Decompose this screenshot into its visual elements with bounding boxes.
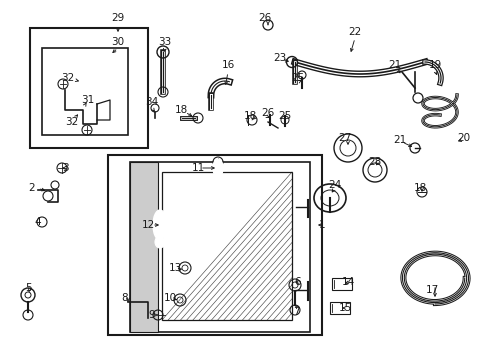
Text: 23: 23: [273, 53, 286, 63]
Text: 26: 26: [261, 108, 274, 118]
Text: 14: 14: [341, 277, 354, 287]
Text: 8: 8: [122, 293, 128, 303]
Ellipse shape: [153, 210, 167, 240]
Text: 25: 25: [278, 111, 291, 121]
Text: 9: 9: [148, 310, 155, 320]
Text: 32: 32: [65, 117, 79, 127]
Text: 18: 18: [243, 111, 256, 121]
Text: 11: 11: [191, 163, 204, 173]
Text: 13: 13: [168, 263, 181, 273]
Text: 25: 25: [291, 73, 304, 83]
Text: 21: 21: [387, 60, 401, 70]
Bar: [30, 28, 148, 148]
Text: 6: 6: [294, 277, 301, 287]
Bar: [162, 172, 291, 320]
Text: 5: 5: [24, 283, 31, 293]
Text: 34: 34: [145, 97, 158, 107]
Text: 20: 20: [456, 133, 469, 143]
Bar: [329, 302, 349, 314]
Ellipse shape: [213, 159, 223, 177]
Bar: [108, 155, 321, 335]
Text: 15: 15: [338, 303, 351, 313]
Text: 30: 30: [111, 37, 124, 47]
Bar: [42, 48, 128, 135]
Text: 33: 33: [158, 37, 171, 47]
Text: 18: 18: [412, 183, 426, 193]
Text: 1: 1: [318, 220, 325, 230]
Bar: [130, 162, 309, 332]
Text: 26: 26: [258, 13, 271, 23]
Text: 21: 21: [392, 135, 406, 145]
Text: 17: 17: [425, 285, 438, 295]
Text: 12: 12: [141, 220, 154, 230]
Text: 29: 29: [111, 13, 124, 23]
Text: 24: 24: [328, 180, 341, 190]
Text: 10: 10: [163, 293, 176, 303]
Text: 28: 28: [367, 157, 381, 167]
Text: 18: 18: [174, 105, 187, 115]
Text: 19: 19: [427, 60, 441, 70]
Text: 16: 16: [221, 60, 234, 70]
Text: 32: 32: [61, 73, 75, 83]
Bar: [331, 278, 351, 290]
Text: 31: 31: [81, 95, 95, 105]
Text: 4: 4: [35, 217, 41, 227]
Ellipse shape: [155, 236, 164, 248]
Bar: [130, 162, 158, 332]
Text: 2: 2: [29, 183, 35, 193]
Text: 27: 27: [338, 133, 351, 143]
Text: 22: 22: [347, 27, 361, 37]
Text: 7: 7: [292, 307, 299, 317]
Text: 3: 3: [61, 163, 68, 173]
